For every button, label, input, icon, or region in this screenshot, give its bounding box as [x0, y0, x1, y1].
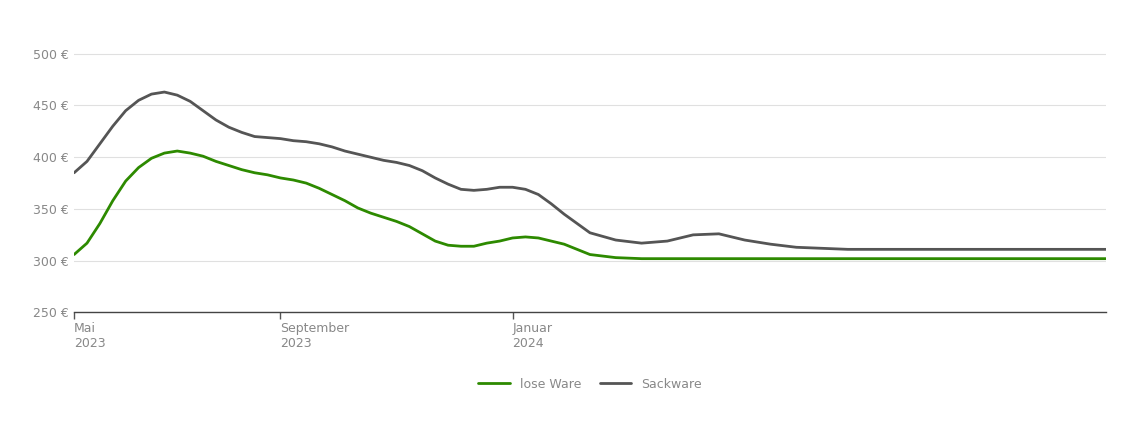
lose Ware — [492, 238, 506, 243]
Sackware — [351, 151, 365, 157]
Sackware — [261, 135, 275, 140]
lose Ware — [261, 172, 275, 178]
lose Ware — [235, 167, 249, 172]
Sackware — [1099, 247, 1113, 252]
Line: Sackware: Sackware — [74, 92, 1106, 250]
lose Ware — [1099, 256, 1113, 261]
lose Ware — [351, 205, 365, 210]
Sackware — [492, 184, 506, 190]
Line: lose Ware: lose Ware — [74, 151, 1106, 259]
Sackware — [67, 170, 81, 175]
Sackware — [235, 130, 249, 135]
Sackware — [545, 201, 559, 207]
Legend: lose Ware, Sackware: lose Ware, Sackware — [473, 372, 707, 395]
lose Ware — [635, 256, 649, 261]
Sackware — [944, 247, 958, 252]
lose Ware — [67, 252, 81, 257]
Sackware — [841, 247, 855, 252]
lose Ware — [171, 148, 185, 154]
Sackware — [157, 89, 171, 95]
lose Ware — [545, 238, 559, 243]
lose Ware — [944, 256, 958, 261]
